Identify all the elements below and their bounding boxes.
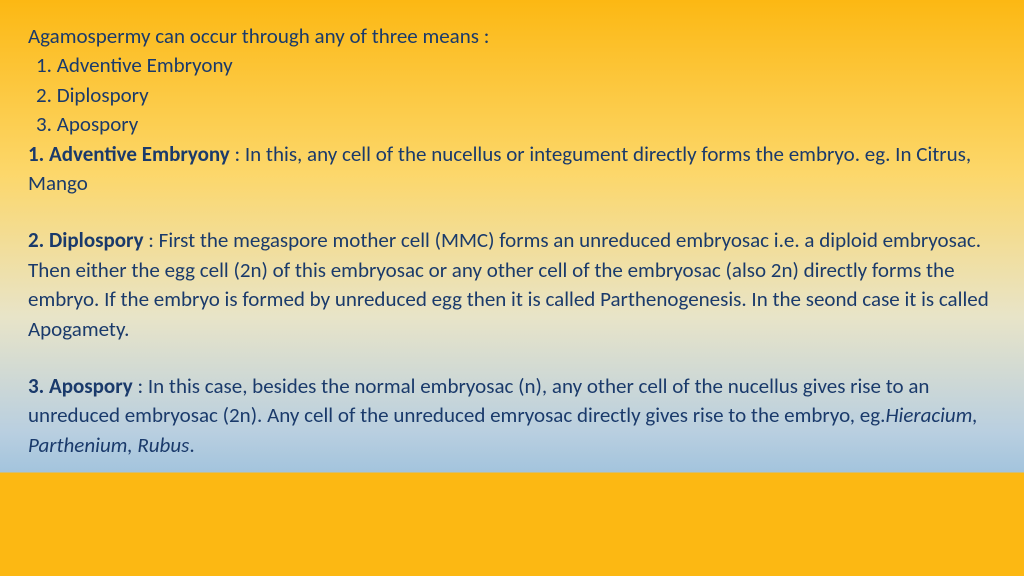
slide-content: Agamospermy can occur through any of thr…	[28, 22, 996, 460]
intro-text: Agamospermy can occur through any of thr…	[28, 22, 996, 51]
list-item-1: 1. Adventive Embryony	[28, 51, 996, 80]
list-item-3: 3. Apospory	[28, 110, 996, 139]
section2-title: 2. Diplospory	[28, 227, 144, 253]
section3-title: 3. Apospory	[28, 373, 133, 399]
section-apospory: 3. Apospory : In this case, besides the …	[28, 372, 996, 460]
section-adventive: 1. Adventive Embryony : In this, any cel…	[28, 140, 996, 199]
section-diplospory: 2. Diplospory : First the megaspore moth…	[28, 226, 996, 344]
spacer-1	[28, 198, 996, 226]
spacer-2	[28, 344, 996, 372]
section1-title: 1. Adventive Embryony	[28, 141, 230, 167]
section3-body1: : In this case, besides the normal embry…	[28, 373, 929, 428]
slide-container: Agamospermy can occur through any of thr…	[0, 0, 1024, 576]
section3-body2: .	[189, 432, 194, 458]
section2-body: : First the megaspore mother cell (MMC) …	[28, 227, 989, 341]
list-item-2: 2. Diplospory	[28, 81, 996, 110]
